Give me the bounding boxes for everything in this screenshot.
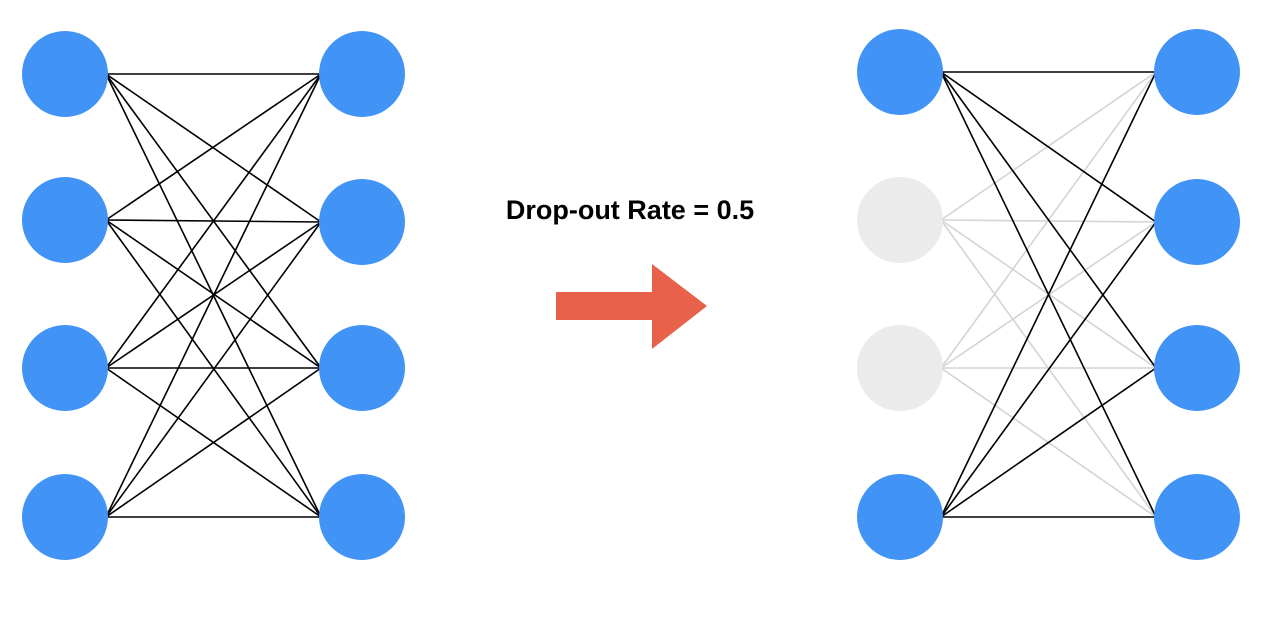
output-neuron	[319, 325, 405, 411]
dropout-network	[857, 29, 1240, 560]
right-arrow-icon	[556, 264, 707, 349]
input-neuron	[22, 325, 108, 411]
input-neuron	[22, 177, 108, 263]
output-neuron	[319, 179, 405, 265]
input-neuron	[22, 474, 108, 560]
dropped-connection	[940, 71, 1157, 221]
connection	[940, 367, 1157, 518]
output-neuron	[1154, 29, 1240, 115]
dropout-rate-label: Drop-out Rate = 0.5	[505, 195, 755, 225]
full-network	[22, 31, 405, 560]
output-neuron	[319, 474, 405, 560]
output-neuron	[1154, 474, 1240, 560]
input-neuron	[22, 31, 108, 117]
connection	[105, 73, 322, 223]
connection	[940, 221, 1157, 518]
output-neuron	[1154, 325, 1240, 411]
connection	[105, 73, 322, 221]
input-neuron	[857, 29, 943, 115]
connection	[105, 367, 322, 518]
connection	[105, 73, 322, 369]
connection	[105, 73, 322, 518]
dropped-input-neuron	[857, 177, 943, 263]
connection	[940, 71, 1157, 223]
output-neuron	[319, 31, 405, 117]
dropped-input-neuron	[857, 325, 943, 411]
connection	[940, 71, 1157, 518]
input-neuron	[857, 474, 943, 560]
connection	[105, 221, 322, 518]
connection	[940, 71, 1157, 369]
output-neuron	[1154, 179, 1240, 265]
